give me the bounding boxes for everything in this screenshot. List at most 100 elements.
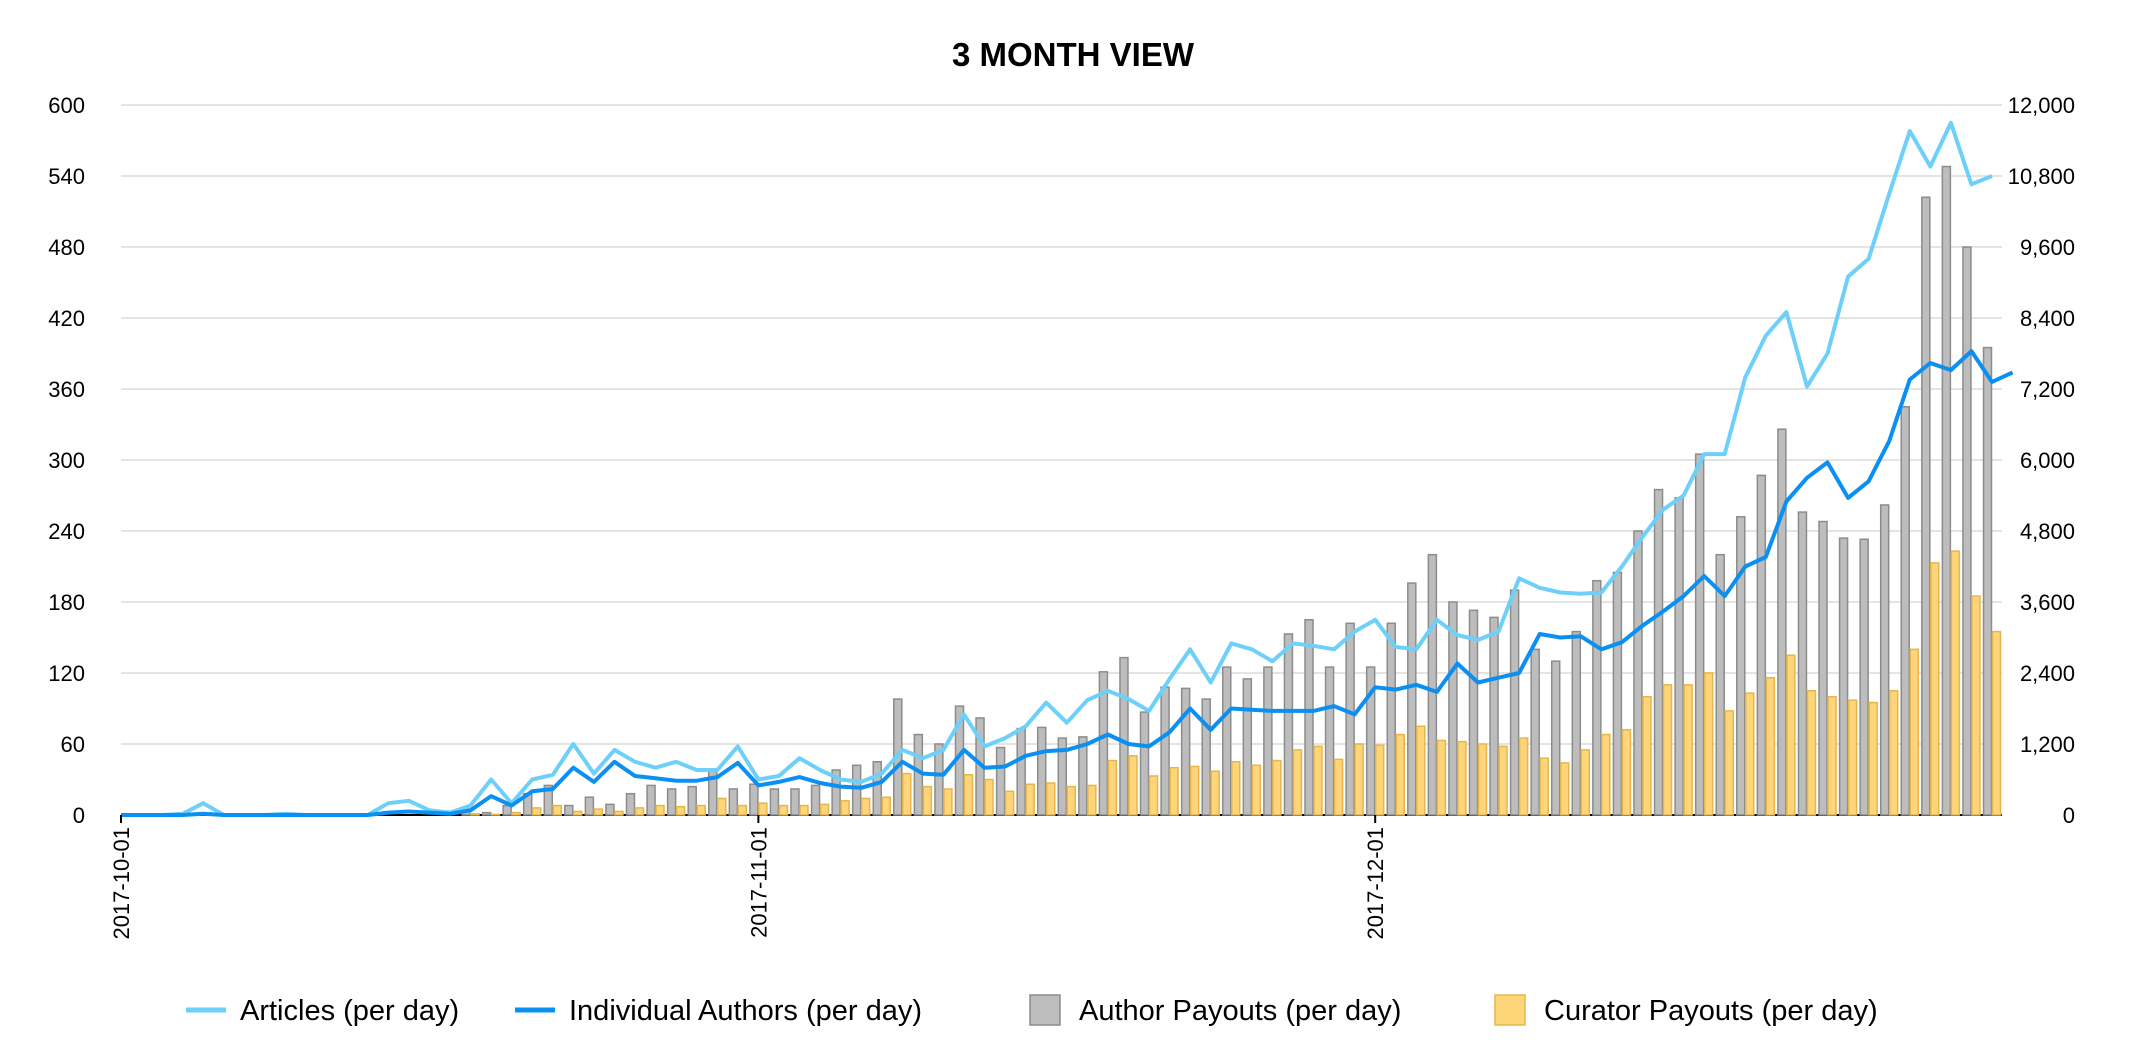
author-payout-bar (790, 788, 800, 816)
curator-payout-bar (881, 796, 891, 816)
author-payout-bar (1468, 609, 1479, 816)
author-payout-bar (1201, 698, 1211, 816)
author-payout-bar (1797, 511, 1808, 816)
curator-payout-bar (1045, 782, 1056, 816)
author-payout-bar (1653, 488, 1664, 816)
curator-payout-bar (1518, 737, 1529, 816)
lines (121, 120, 2014, 817)
curator-payout-bar (1231, 761, 1241, 816)
y-left-tick-label: 420 (48, 306, 85, 331)
curator-payout-bar (1621, 729, 1632, 816)
curator-payout-bar (490, 813, 501, 816)
curator-payout-bar (1354, 743, 1364, 816)
curator-payout-bar (1971, 595, 1981, 816)
author-payout-bar (1756, 474, 1767, 816)
chart-title: 3 MONTH VIEW (952, 36, 1195, 73)
curator-payout-bar (819, 803, 830, 816)
author-payout-bar (1407, 582, 1417, 816)
author-payout-bar (1242, 678, 1253, 816)
y-right-tick-label: 12,000 (2008, 93, 2075, 118)
curator-payout-bar (1827, 695, 1837, 816)
curator-payout-bar (593, 808, 604, 816)
y-left-tick-label: 360 (48, 377, 85, 402)
author-payout-bar (1962, 246, 1972, 816)
author-payout-bar (934, 743, 944, 816)
author-payout-bar (646, 784, 656, 816)
curator-payout-bar (1662, 684, 1673, 816)
author-payout-bar (728, 788, 739, 816)
author-payout-bar (1715, 553, 1725, 816)
curator-payout-bar (1210, 770, 1220, 816)
curator-payout-bar (1189, 765, 1200, 816)
y-left-tick-label: 0 (73, 803, 85, 828)
author-payout-bar (1509, 589, 1520, 816)
curator-payout-bar (984, 778, 994, 816)
author-payout-bar (1427, 553, 1438, 816)
author-payout-bar (1057, 737, 1068, 816)
author-payout-bar (1879, 504, 1890, 816)
curator-payout-bar (573, 810, 583, 816)
author-payout-bar (1489, 616, 1499, 816)
curator-payout-bar (1128, 755, 1138, 816)
author-payout-bar (1036, 726, 1047, 816)
x-axis: 2017-10-01 2017-11-01 2017-12-01 (109, 815, 1388, 940)
curator-payout-bar (1004, 790, 1015, 816)
y-right-tick-label: 1,200 (2020, 732, 2075, 757)
author-payout-bar (605, 803, 615, 816)
curator-payout-bar (1888, 690, 1899, 816)
author-payout-bar (1530, 648, 1540, 816)
curator-payout-bar (1930, 562, 1940, 816)
curator-payout-bar (1272, 759, 1282, 816)
author-payout-bar (1263, 666, 1273, 816)
author-payout-bar (1386, 622, 1396, 816)
y-left-tick-label: 540 (48, 164, 85, 189)
curator-payout-bar (799, 804, 809, 816)
curator-payout-bar (778, 804, 789, 816)
author-payout-bar (831, 769, 841, 816)
y-right-tick-label: 0 (2063, 803, 2075, 828)
curator-payout-bar (1251, 764, 1262, 816)
author-payout-bar (584, 796, 595, 816)
y-right-tick-label: 7,200 (2020, 377, 2075, 402)
curator-payout-bar (1991, 630, 2002, 816)
curator-payout-bar (1745, 692, 1755, 816)
curator-payout-bar (614, 810, 624, 816)
curator-payout-bar (696, 804, 706, 816)
legend-label: Curator Payouts (per day) (1544, 995, 1878, 1027)
curator-payout-bar (634, 807, 645, 816)
author-payout-bar (1448, 601, 1458, 816)
author-payout-bar (1365, 666, 1376, 816)
gridlines (121, 104, 2002, 816)
curator-payout-bar (840, 800, 850, 816)
legend-swatch-icon (1029, 994, 1061, 1026)
curator-payout-bar (1580, 749, 1591, 816)
y-right-tick-label: 4,800 (2020, 519, 2075, 544)
curator-payout-bar (675, 805, 686, 816)
author-payout-bar (1283, 633, 1294, 816)
y-left-tick-label: 60 (61, 732, 85, 757)
author-payout-bar (1571, 630, 1582, 816)
author-payout-bar (481, 811, 492, 816)
y-left-tick-label: 600 (48, 93, 85, 118)
curator-payout-bar (1066, 785, 1077, 816)
author-payout-bar (769, 788, 780, 816)
author-payout-bar (995, 746, 1006, 816)
curator-payout-bar (655, 804, 665, 816)
author-payout-bar (1180, 687, 1191, 816)
author-payout-bar (1736, 516, 1746, 816)
author-payout-bar (1694, 453, 1705, 816)
curator-payout-bar (1601, 733, 1611, 816)
author-payout-bar (1982, 346, 1993, 816)
bars (461, 165, 2002, 816)
y-right-tick-label: 10,800 (2008, 164, 2075, 189)
author-payout-bar (1222, 666, 1232, 816)
curator-payout-bar (531, 807, 542, 816)
curator-payout-bar (470, 813, 480, 816)
author-payout-bar (1900, 406, 1911, 816)
curator-payout-bar (1416, 725, 1426, 816)
author-payout-bar (749, 783, 759, 816)
curator-payout-bar (1498, 745, 1508, 816)
curator-payout-bar (1786, 654, 1796, 816)
author-payout-bar (1324, 666, 1335, 816)
author-payout-bar (1098, 671, 1109, 816)
